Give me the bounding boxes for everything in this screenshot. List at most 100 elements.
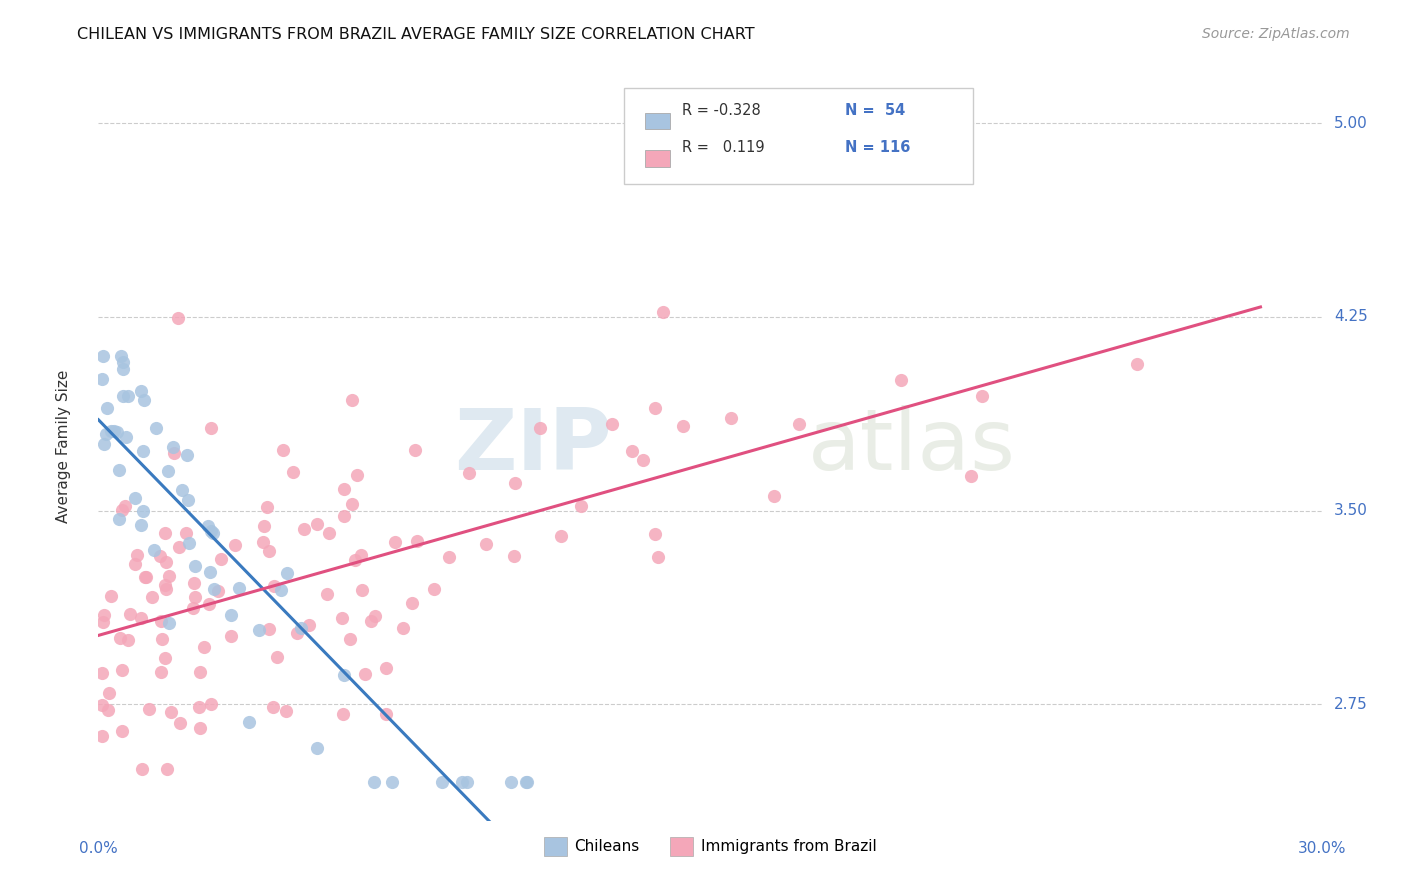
Text: Source: ZipAtlas.com: Source: ZipAtlas.com — [1202, 27, 1350, 41]
FancyBboxPatch shape — [624, 87, 973, 184]
Point — [375, 661, 398, 675]
Point — [890, 373, 912, 387]
Point — [401, 596, 423, 610]
Point — [515, 775, 537, 789]
Point — [343, 553, 366, 567]
Text: 3.50: 3.50 — [1334, 503, 1368, 518]
Point — [162, 440, 184, 454]
Point — [97, 685, 120, 699]
Point — [1125, 357, 1147, 371]
Point — [156, 464, 179, 478]
Text: 30.0%: 30.0% — [1298, 841, 1346, 856]
Text: Average Family Size: Average Family Size — [56, 369, 70, 523]
Point — [352, 582, 374, 597]
Point — [285, 626, 308, 640]
Point — [174, 526, 197, 541]
Point — [475, 537, 498, 551]
Point — [550, 529, 572, 543]
Point — [167, 540, 190, 554]
Point — [111, 355, 134, 369]
Point — [141, 590, 163, 604]
Text: N = 116: N = 116 — [845, 140, 910, 155]
Point — [228, 581, 250, 595]
Point — [651, 305, 673, 319]
Point — [290, 621, 312, 635]
Text: R = -0.328: R = -0.328 — [682, 103, 761, 118]
Point — [644, 401, 666, 415]
Point — [96, 401, 118, 415]
Point — [97, 703, 120, 717]
Point — [392, 621, 415, 635]
Point — [170, 483, 193, 497]
Point — [374, 706, 396, 721]
Point — [91, 698, 114, 712]
Point — [364, 609, 387, 624]
Point — [720, 410, 742, 425]
Point — [202, 582, 225, 597]
Point — [179, 536, 201, 550]
Point — [160, 705, 183, 719]
Point — [150, 665, 173, 680]
Point — [340, 496, 363, 510]
Point — [91, 349, 114, 363]
Point — [177, 493, 200, 508]
Point — [183, 575, 205, 590]
Point — [110, 349, 132, 363]
Point — [108, 512, 131, 526]
Point — [200, 524, 222, 539]
Point — [423, 582, 446, 597]
Text: N =  54: N = 54 — [845, 103, 905, 118]
Bar — [645, 112, 669, 129]
Point — [249, 623, 271, 637]
Point — [198, 565, 221, 579]
Point — [150, 632, 173, 646]
Point — [516, 775, 538, 789]
Text: 4.25: 4.25 — [1334, 310, 1368, 325]
Point — [132, 504, 155, 518]
Point — [155, 582, 177, 596]
Point — [149, 615, 172, 629]
Point — [621, 444, 644, 458]
Point — [281, 465, 304, 479]
Point — [197, 519, 219, 533]
Point — [276, 704, 298, 718]
Point — [430, 775, 453, 789]
Point — [103, 424, 125, 438]
Point — [354, 666, 377, 681]
Point — [271, 442, 294, 457]
Point — [157, 569, 180, 583]
Point — [600, 417, 623, 432]
Point — [200, 697, 222, 711]
Point — [190, 665, 212, 679]
Point — [193, 640, 215, 655]
Point — [184, 558, 207, 573]
Point — [198, 597, 221, 611]
Point — [384, 535, 406, 549]
Point — [200, 421, 222, 435]
Point — [149, 549, 172, 563]
Point — [292, 522, 315, 536]
Point — [183, 590, 205, 604]
Point — [253, 519, 276, 533]
Point — [201, 526, 224, 541]
Point — [91, 615, 114, 629]
Point — [110, 663, 132, 677]
Point — [262, 699, 284, 714]
Point — [363, 775, 385, 789]
Point — [503, 475, 526, 490]
Point — [221, 607, 243, 622]
Point — [163, 446, 186, 460]
Point — [456, 775, 478, 789]
Point — [129, 384, 152, 398]
Point — [114, 499, 136, 513]
Point — [91, 665, 114, 680]
Point — [298, 617, 321, 632]
Point — [339, 632, 361, 646]
Point — [318, 526, 340, 541]
Point — [112, 362, 135, 376]
Point — [305, 740, 328, 755]
Text: ZIP: ZIP — [454, 404, 612, 488]
Point — [93, 437, 115, 451]
Point — [188, 722, 211, 736]
Point — [787, 417, 810, 431]
